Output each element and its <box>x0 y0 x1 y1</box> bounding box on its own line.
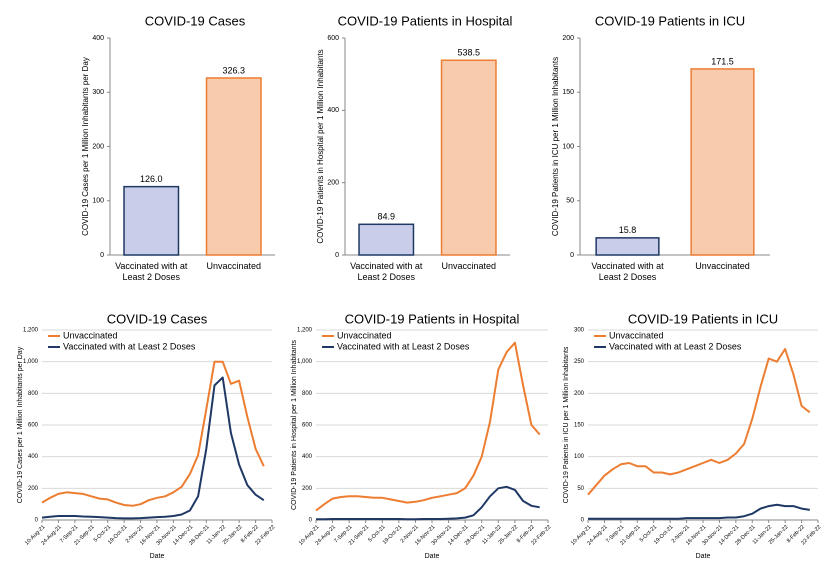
y-tick-label: 200 <box>28 486 39 492</box>
y-tick-label: 0 <box>100 252 104 259</box>
y-tick-label: 300 <box>92 89 104 96</box>
legend-label: Unvaccinated <box>337 330 392 340</box>
y-tick-label: 1,000 <box>23 359 39 365</box>
y-tick-label: 0 <box>335 252 339 259</box>
value-label: 15.8 <box>619 225 637 235</box>
x-tick-label: Vaccinated with at Least 2 Doses <box>591 261 664 282</box>
y-tick-label: 200 <box>562 35 574 42</box>
x-tick-label: Unvaccinated <box>441 261 497 271</box>
value-label: 326.3 <box>222 65 245 75</box>
y-tick-label: 100 <box>574 454 585 460</box>
x-axis-label: Date <box>696 553 711 560</box>
bar <box>123 185 180 256</box>
y-tick-label: 1,200 <box>23 328 39 334</box>
y-tick-label: 600 <box>28 423 39 429</box>
value-label: 171.5 <box>711 56 734 66</box>
bar <box>595 237 660 256</box>
chart-title: COVID-19 Patients in Hospital <box>338 13 513 28</box>
y-tick-label: 50 <box>577 486 584 492</box>
y-tick-label: 100 <box>92 198 104 205</box>
legend-label: Unvaccinated <box>63 330 118 340</box>
y-tick-label: 0 <box>309 518 313 524</box>
series-line <box>588 503 810 520</box>
y-tick-label: 100 <box>562 143 574 150</box>
y-tick-label: 150 <box>562 89 574 96</box>
y-tick-label: 50 <box>566 198 574 205</box>
y-tick-label: 1,200 <box>297 328 313 334</box>
y-axis-label: COVID-19 Cases per 1 Million Inhabitants… <box>81 57 90 236</box>
y-tick-label: 1,000 <box>297 359 313 365</box>
series-line <box>41 360 265 507</box>
series-line <box>41 376 265 520</box>
bar <box>690 68 755 256</box>
legend-label: Unvaccinated <box>609 330 664 340</box>
y-tick-label: 600 <box>327 35 339 42</box>
y-tick-label: 400 <box>28 454 39 460</box>
value-label: 538.5 <box>457 48 480 58</box>
legend-label: Vaccinated with at Least 2 Doses <box>337 341 470 351</box>
y-tick-label: 200 <box>327 180 339 187</box>
y-tick-label: 0 <box>570 252 574 259</box>
y-tick-label: 250 <box>574 359 585 365</box>
y-tick-label: 200 <box>574 391 585 397</box>
value-label: 126.0 <box>140 174 163 184</box>
y-tick-label: 200 <box>92 143 104 150</box>
y-axis-label: COVID-19 Patients in Hospital per 1 Mill… <box>316 49 325 243</box>
x-tick-label: Unvaccinated <box>206 261 262 271</box>
bar <box>358 223 415 256</box>
bar <box>440 59 497 256</box>
y-tick-label: 600 <box>302 423 313 429</box>
x-axis-label: Date <box>425 553 440 560</box>
legend-label: Vaccinated with at Least 2 Doses <box>609 341 742 351</box>
chart-title: COVID-19 Cases <box>107 311 208 326</box>
x-tick-label: Vaccinated with at Least 2 Doses <box>350 261 423 282</box>
y-tick-label: 200 <box>302 486 313 492</box>
y-tick-label: 0 <box>581 518 585 524</box>
y-tick-label: 400 <box>327 107 339 114</box>
chart-title: COVID-19 Patients in ICU <box>595 13 745 28</box>
series-line <box>316 485 540 521</box>
chart-title: COVID-19 Patients in Hospital <box>345 311 520 326</box>
y-tick-label: 400 <box>92 35 104 42</box>
chart-title: COVID-19 Cases <box>145 13 246 28</box>
x-axis-label: Date <box>150 553 165 560</box>
series-line <box>587 348 811 496</box>
chart-title: COVID-19 Patients in ICU <box>628 311 778 326</box>
y-tick-label: 800 <box>302 391 313 397</box>
y-axis-label: COVID-19 Patients in ICU per 1 Million I… <box>551 57 560 236</box>
y-axis-label: COVID-19 Cases per 1 Million Inhabitants… <box>17 346 24 503</box>
x-tick-label: Vaccinated with at Least 2 Doses <box>115 261 188 282</box>
y-axis-label: COVID-19 Patients in ICU per 1 Million I… <box>563 346 570 503</box>
x-tick-label: Unvaccinated <box>695 261 750 271</box>
bar <box>205 77 262 256</box>
y-tick-label: 400 <box>302 454 313 460</box>
y-tick-label: 150 <box>574 423 585 429</box>
y-tick-label: 0 <box>35 518 39 524</box>
value-label: 84.9 <box>377 212 395 222</box>
y-tick-label: 800 <box>28 391 39 397</box>
series-line <box>315 341 541 512</box>
legend-label: Vaccinated with at Least 2 Doses <box>63 341 196 351</box>
y-tick-label: 300 <box>574 328 585 334</box>
y-axis-label: COVID-19 Patients in Hospital per 1 Mill… <box>291 339 298 510</box>
